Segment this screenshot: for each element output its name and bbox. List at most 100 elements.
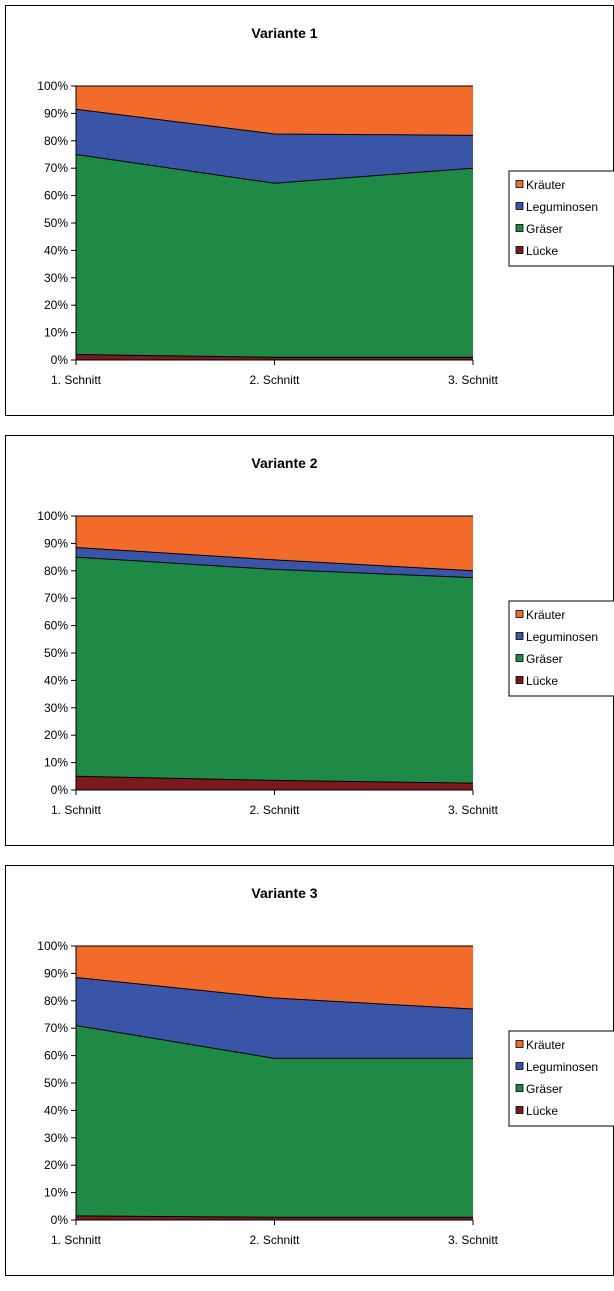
legend-label: Lücke bbox=[526, 244, 558, 258]
y-tick-label: 20% bbox=[44, 728, 68, 742]
legend-label: Leguminosen bbox=[526, 1060, 598, 1074]
area-kraeuter bbox=[76, 86, 473, 136]
series-boundary-line bbox=[75, 775, 474, 784]
chart-panel-3: Variante 3 0% 10% 20% 30% 40% 50% 60% 70% 80% 90% 1… bbox=[5, 865, 614, 1276]
y-tick-label: 20% bbox=[44, 1158, 68, 1172]
y-tick-label: 30% bbox=[44, 701, 68, 715]
legend-swatch bbox=[515, 202, 524, 210]
legend-label: Lücke bbox=[526, 1104, 558, 1118]
area-graeser bbox=[76, 1025, 473, 1218]
legend-label: Gräser bbox=[526, 222, 563, 236]
y-tick-label: 80% bbox=[44, 994, 68, 1008]
y-tick-label: 10% bbox=[44, 756, 68, 770]
chart-title: Variante 2 bbox=[251, 455, 317, 471]
legend-swatch bbox=[515, 610, 524, 618]
legend-swatch bbox=[515, 180, 524, 188]
y-tick-label: 30% bbox=[44, 1131, 68, 1145]
legend-box bbox=[508, 1030, 614, 1127]
series-boundary-line bbox=[75, 108, 474, 136]
y-tick-label: 70% bbox=[44, 1021, 68, 1035]
legend-swatch bbox=[515, 1062, 524, 1070]
legend-swatch bbox=[515, 632, 524, 640]
area-leguminosen bbox=[76, 547, 473, 578]
legend-swatch bbox=[515, 1040, 524, 1048]
chart-svg-1: Variante 1 0% 10% 20% 30% 40% 50% 60% 70% 80% 90% 1… bbox=[37, 25, 614, 387]
y-tick-label: 40% bbox=[44, 243, 68, 257]
y-tick-label: 70% bbox=[44, 161, 68, 175]
area-graeser bbox=[76, 154, 473, 358]
y-tick-label: 80% bbox=[44, 134, 68, 148]
chart-panel-1: Variante 1 0% 10% 20% 30% 40% 50% 60% 70% 80% 90% 1… bbox=[5, 5, 614, 416]
area-kraeuter bbox=[76, 516, 473, 571]
y-tick-label: 100% bbox=[37, 509, 68, 523]
y-tick-label: 40% bbox=[44, 1103, 68, 1117]
legend-swatch bbox=[515, 1084, 524, 1092]
chart-svg-3: Variante 3 0% 10% 20% 30% 40% 50% 60% 70% 80% 90% 1… bbox=[37, 885, 614, 1247]
series-boundary-line bbox=[75, 154, 474, 184]
y-tick-label: 90% bbox=[44, 106, 68, 120]
y-tick-label: 60% bbox=[44, 1049, 68, 1063]
legend-swatch bbox=[515, 1106, 524, 1114]
y-tick-label: 60% bbox=[44, 189, 68, 203]
legend-swatch bbox=[515, 246, 524, 254]
y-tick-label: 50% bbox=[44, 216, 68, 230]
chart-title: Variante 3 bbox=[251, 885, 317, 901]
y-tick-label: 0% bbox=[51, 353, 69, 367]
legend: Kräuter Leguminosen Gräser Lücke bbox=[508, 600, 614, 697]
series-boundary-line bbox=[75, 1024, 473, 1059]
x-tick-label: 3. Schnitt bbox=[448, 803, 499, 817]
legend-label: Gräser bbox=[526, 1082, 563, 1096]
y-tick-label: 0% bbox=[51, 1213, 69, 1227]
x-tick-label: 2. Schnitt bbox=[249, 373, 300, 387]
legend-label: Kräuter bbox=[526, 1038, 565, 1052]
area-luecke bbox=[76, 776, 473, 790]
y-tick-label: 20% bbox=[44, 298, 68, 312]
x-tick-label: 1. Schnitt bbox=[51, 1233, 102, 1247]
y-tick-label: 30% bbox=[44, 271, 68, 285]
x-tick-label: 1. Schnitt bbox=[51, 803, 102, 817]
series-boundary-line bbox=[75, 354, 473, 358]
series-boundary-line bbox=[75, 1215, 473, 1218]
legend-label: Gräser bbox=[526, 652, 563, 666]
y-tick-label: 80% bbox=[44, 564, 68, 578]
y-tick-label: 60% bbox=[44, 619, 68, 633]
y-tick-label: 0% bbox=[51, 783, 69, 797]
y-tick-label: 10% bbox=[44, 1186, 68, 1200]
y-tick-label: 40% bbox=[44, 673, 68, 687]
area-leguminosen bbox=[76, 977, 473, 1059]
area-graeser bbox=[76, 557, 473, 784]
series-boundary-line bbox=[75, 547, 474, 572]
x-tick-label: 1. Schnitt bbox=[51, 373, 102, 387]
legend-box bbox=[508, 600, 614, 697]
series-boundary-line bbox=[75, 556, 474, 579]
x-tick-label: 2. Schnitt bbox=[249, 1233, 300, 1247]
legend-label: Kräuter bbox=[526, 178, 565, 192]
x-tick-label: 3. Schnitt bbox=[448, 1233, 499, 1247]
y-tick-label: 90% bbox=[44, 536, 68, 550]
legend-label: Lücke bbox=[526, 674, 558, 688]
y-tick-label: 10% bbox=[44, 326, 68, 340]
area-leguminosen bbox=[76, 109, 473, 184]
legend: Kräuter Leguminosen Gräser Lücke bbox=[508, 1030, 614, 1127]
legend-swatch bbox=[515, 676, 524, 684]
y-tick-label: 90% bbox=[44, 966, 68, 980]
legend-label: Leguminosen bbox=[526, 630, 598, 644]
chart-title: Variante 1 bbox=[251, 25, 317, 41]
x-tick-label: 3. Schnitt bbox=[448, 373, 499, 387]
legend-label: Kräuter bbox=[526, 608, 565, 622]
series-boundary-line bbox=[75, 977, 474, 1010]
x-tick-label: 2. Schnitt bbox=[249, 803, 300, 817]
legend-swatch bbox=[515, 654, 524, 662]
y-tick-label: 100% bbox=[37, 79, 68, 93]
chart-panel-2: Variante 2 0% 10% 20% 30% 40% 50% 60% 70% 80% 90% 1… bbox=[5, 435, 614, 846]
y-tick-label: 100% bbox=[37, 939, 68, 953]
legend-box bbox=[508, 170, 614, 267]
y-tick-label: 70% bbox=[44, 591, 68, 605]
legend-swatch bbox=[515, 224, 524, 232]
area-kraeuter bbox=[76, 946, 473, 1010]
y-tick-label: 50% bbox=[44, 646, 68, 660]
chart-svg-2: Variante 2 0% 10% 20% 30% 40% 50% 60% 70% 80% 90% 1… bbox=[37, 455, 614, 817]
legend-label: Leguminosen bbox=[526, 200, 598, 214]
legend: Kräuter Leguminosen Gräser Lücke bbox=[508, 170, 614, 267]
y-tick-label: 50% bbox=[44, 1076, 68, 1090]
